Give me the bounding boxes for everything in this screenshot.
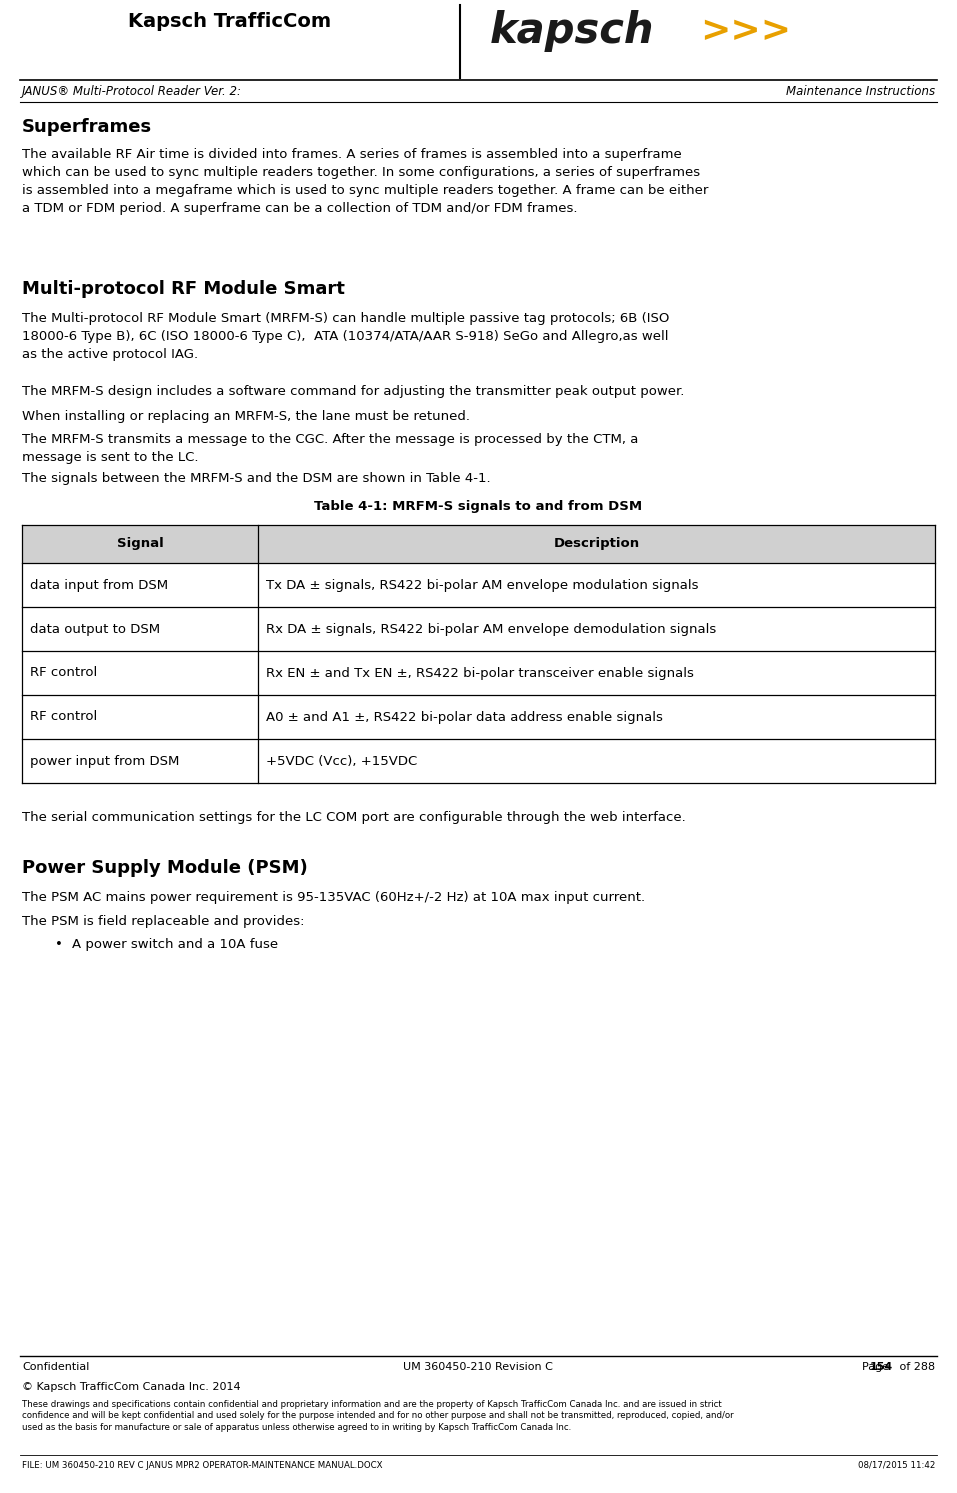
Text: These drawings and specifications contain confidential and proprietary informati: These drawings and specifications contai… [22,1400,734,1432]
Text: When installing or replacing an MRFM-S, the lane must be retuned.: When installing or replacing an MRFM-S, … [22,411,470,423]
Text: The Multi-protocol RF Module Smart (MRFM-S) can handle multiple passive tag prot: The Multi-protocol RF Module Smart (MRFM… [22,312,669,361]
Text: RF control: RF control [30,711,98,724]
Text: power input from DSM: power input from DSM [30,754,179,767]
Text: Confidential: Confidential [22,1362,89,1372]
Text: Kapsch TrafficCom: Kapsch TrafficCom [128,12,331,31]
Text: •: • [55,938,63,951]
Text: data output to DSM: data output to DSM [30,623,160,636]
Text: The signals between the MRFM-S and the DSM are shown in Table 4-1.: The signals between the MRFM-S and the D… [22,472,491,485]
Text: Maintenance Instructions: Maintenance Instructions [786,85,935,99]
Bar [22,526,935,563]
Text: FILE: UM 360450-210 REV C JANUS MPR2 OPERATOR-MAINTENANCE MANUAL.DOCX: FILE: UM 360450-210 REV C JANUS MPR2 OPE… [22,1462,383,1471]
Text: © Kapsch TrafficCom Canada Inc. 2014: © Kapsch TrafficCom Canada Inc. 2014 [22,1383,240,1391]
Text: +5VDC (Vcc), +15VDC: +5VDC (Vcc), +15VDC [266,754,417,767]
Text: A0 ± and A1 ±, RS422 bi-polar data address enable signals: A0 ± and A1 ±, RS422 bi-polar data addre… [266,711,663,724]
Text: JANUS® Multi-Protocol Reader Ver. 2:: JANUS® Multi-Protocol Reader Ver. 2: [22,85,242,99]
Text: Page: Page [862,1362,893,1372]
Text: UM 360450-210 Revision C: UM 360450-210 Revision C [403,1362,553,1372]
Text: The MRFM-S transmits a message to the CGC. After the message is processed by the: The MRFM-S transmits a message to the CG… [22,433,638,464]
Text: The available RF Air time is divided into frames. A series of frames is assemble: The available RF Air time is divided int… [22,148,708,215]
Text: data input from DSM: data input from DSM [30,578,168,591]
Text: The serial communication settings for the LC COM port are configurable through t: The serial communication settings for th… [22,811,686,824]
Text: of 288: of 288 [896,1362,935,1372]
Text: 154: 154 [870,1362,893,1372]
Text: >>>: >>> [700,13,791,48]
Text: Power Supply Module (PSM): Power Supply Module (PSM) [22,858,308,876]
Text: kapsch: kapsch [490,10,655,52]
Text: Rx DA ± signals, RS422 bi-polar AM envelope demodulation signals: Rx DA ± signals, RS422 bi-polar AM envel… [266,623,716,636]
Text: 08/17/2015 11:42: 08/17/2015 11:42 [857,1462,935,1471]
Text: Tx DA ± signals, RS422 bi-polar AM envelope modulation signals: Tx DA ± signals, RS422 bi-polar AM envel… [266,578,699,591]
Text: The PSM is field replaceable and provides:: The PSM is field replaceable and provide… [22,915,304,929]
Text: Multi-protocol RF Module Smart: Multi-protocol RF Module Smart [22,281,345,299]
Text: The MRFM-S design includes a software command for adjusting the transmitter peak: The MRFM-S design includes a software co… [22,385,684,399]
Text: Signal: Signal [117,537,164,551]
Text: Rx EN ± and Tx EN ±, RS422 bi-polar transceiver enable signals: Rx EN ± and Tx EN ±, RS422 bi-polar tran… [266,666,694,679]
Text: A power switch and a 10A fuse: A power switch and a 10A fuse [72,938,278,951]
Text: Table 4-1: MRFM-S signals to and from DSM: Table 4-1: MRFM-S signals to and from DS… [314,500,642,514]
Text: RF control: RF control [30,666,98,679]
Text: The PSM AC mains power requirement is 95-135VAC (60Hz+/-2 Hz) at 10A max input c: The PSM AC mains power requirement is 95… [22,891,645,903]
Text: Superframes: Superframes [22,118,152,136]
Text: Description: Description [553,537,639,551]
